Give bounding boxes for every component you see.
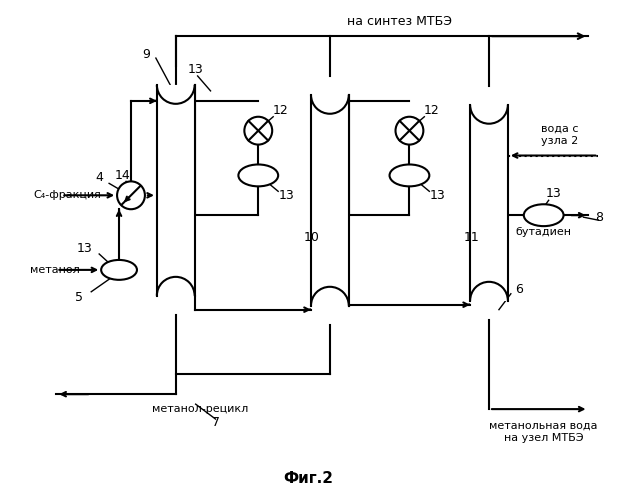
Bar [311, 95, 349, 306]
Ellipse shape [238, 164, 278, 186]
Bar [470, 105, 508, 300]
Text: Фиг.2: Фиг.2 [283, 471, 333, 486]
Text: 11: 11 [463, 232, 479, 244]
Text: 12: 12 [272, 104, 288, 118]
Text: 13: 13 [188, 62, 204, 76]
Wedge shape [157, 277, 194, 295]
Ellipse shape [524, 204, 563, 226]
Wedge shape [311, 287, 349, 306]
Ellipse shape [101, 260, 137, 280]
Text: 4: 4 [95, 171, 103, 184]
Text: метанол: метанол [30, 265, 80, 275]
Text: 14: 14 [115, 169, 131, 182]
Text: 13: 13 [429, 189, 445, 202]
Ellipse shape [389, 164, 429, 186]
Wedge shape [311, 95, 349, 114]
Text: 13: 13 [546, 187, 561, 200]
Text: 6: 6 [515, 284, 523, 296]
Text: 13: 13 [278, 189, 294, 202]
Text: 5: 5 [75, 291, 83, 304]
Text: метанольная вода
на узел МТБЭ: метанольная вода на узел МТБЭ [489, 421, 598, 442]
Text: 12: 12 [423, 104, 439, 118]
Bar [157, 85, 194, 296]
Text: 10: 10 [304, 231, 320, 244]
Text: 13: 13 [77, 242, 92, 254]
Circle shape [117, 182, 145, 209]
Wedge shape [470, 282, 508, 300]
Circle shape [244, 116, 272, 144]
Text: 8: 8 [595, 210, 603, 224]
Text: вода с
узла 2: вода с узла 2 [541, 124, 579, 146]
Text: 9: 9 [142, 48, 150, 60]
Text: метанол-рецикл: метанол-рецикл [152, 404, 249, 414]
Text: С₄-фракция: С₄-фракция [33, 190, 101, 200]
Text: на синтез МТБЭ: на синтез МТБЭ [347, 15, 452, 28]
Text: бутадиен: бутадиен [516, 227, 572, 237]
Text: 7: 7 [212, 416, 220, 428]
Wedge shape [157, 85, 194, 104]
Wedge shape [470, 105, 508, 124]
Circle shape [395, 116, 423, 144]
